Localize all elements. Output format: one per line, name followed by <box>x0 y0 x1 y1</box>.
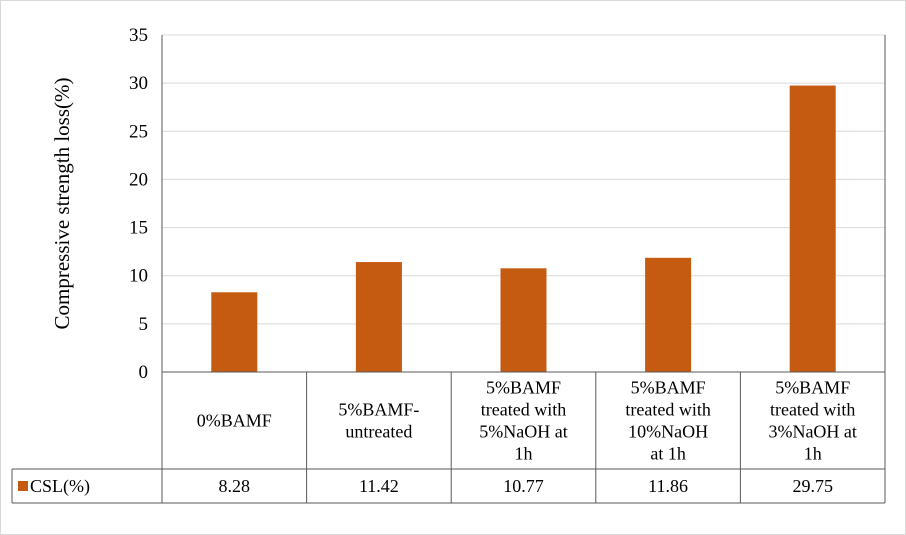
y-tick-label: 30 <box>129 73 148 94</box>
bar <box>355 262 402 372</box>
y-tick-label: 25 <box>129 121 148 142</box>
category-label: 5%BAMF treated with 3%NaOH at 1h <box>768 378 856 464</box>
bar <box>645 257 692 372</box>
y-tick-label: 0 <box>139 362 149 383</box>
y-tick-label: 15 <box>129 218 148 239</box>
category-label: 0%BAMF <box>197 411 272 431</box>
data-table-value: 8.28 <box>219 476 251 496</box>
category-label: 5%BAMF treated with 10%NaOH at 1h <box>625 378 710 464</box>
y-axis-title: Compressive strength loss(%) <box>50 78 74 330</box>
data-table-value: 10.77 <box>503 476 544 496</box>
data-table-value: 11.42 <box>359 476 399 496</box>
bar <box>789 85 836 373</box>
category-label: 5%BAMF treated with 5%NaOH at 1h <box>479 378 567 464</box>
bar <box>211 292 258 372</box>
y-tick-label: 5 <box>139 314 149 335</box>
legend-label: CSL(%) <box>30 476 90 497</box>
y-tick-label: 20 <box>129 169 148 190</box>
data-table-value: 29.75 <box>792 476 833 496</box>
data-table-value: 11.86 <box>648 476 688 496</box>
legend-swatch <box>18 481 28 491</box>
y-tick-label: 10 <box>129 266 148 287</box>
category-label: 5%BAMF-untreated <box>338 400 419 442</box>
bar <box>500 268 547 372</box>
y-tick-label: 35 <box>129 25 148 46</box>
